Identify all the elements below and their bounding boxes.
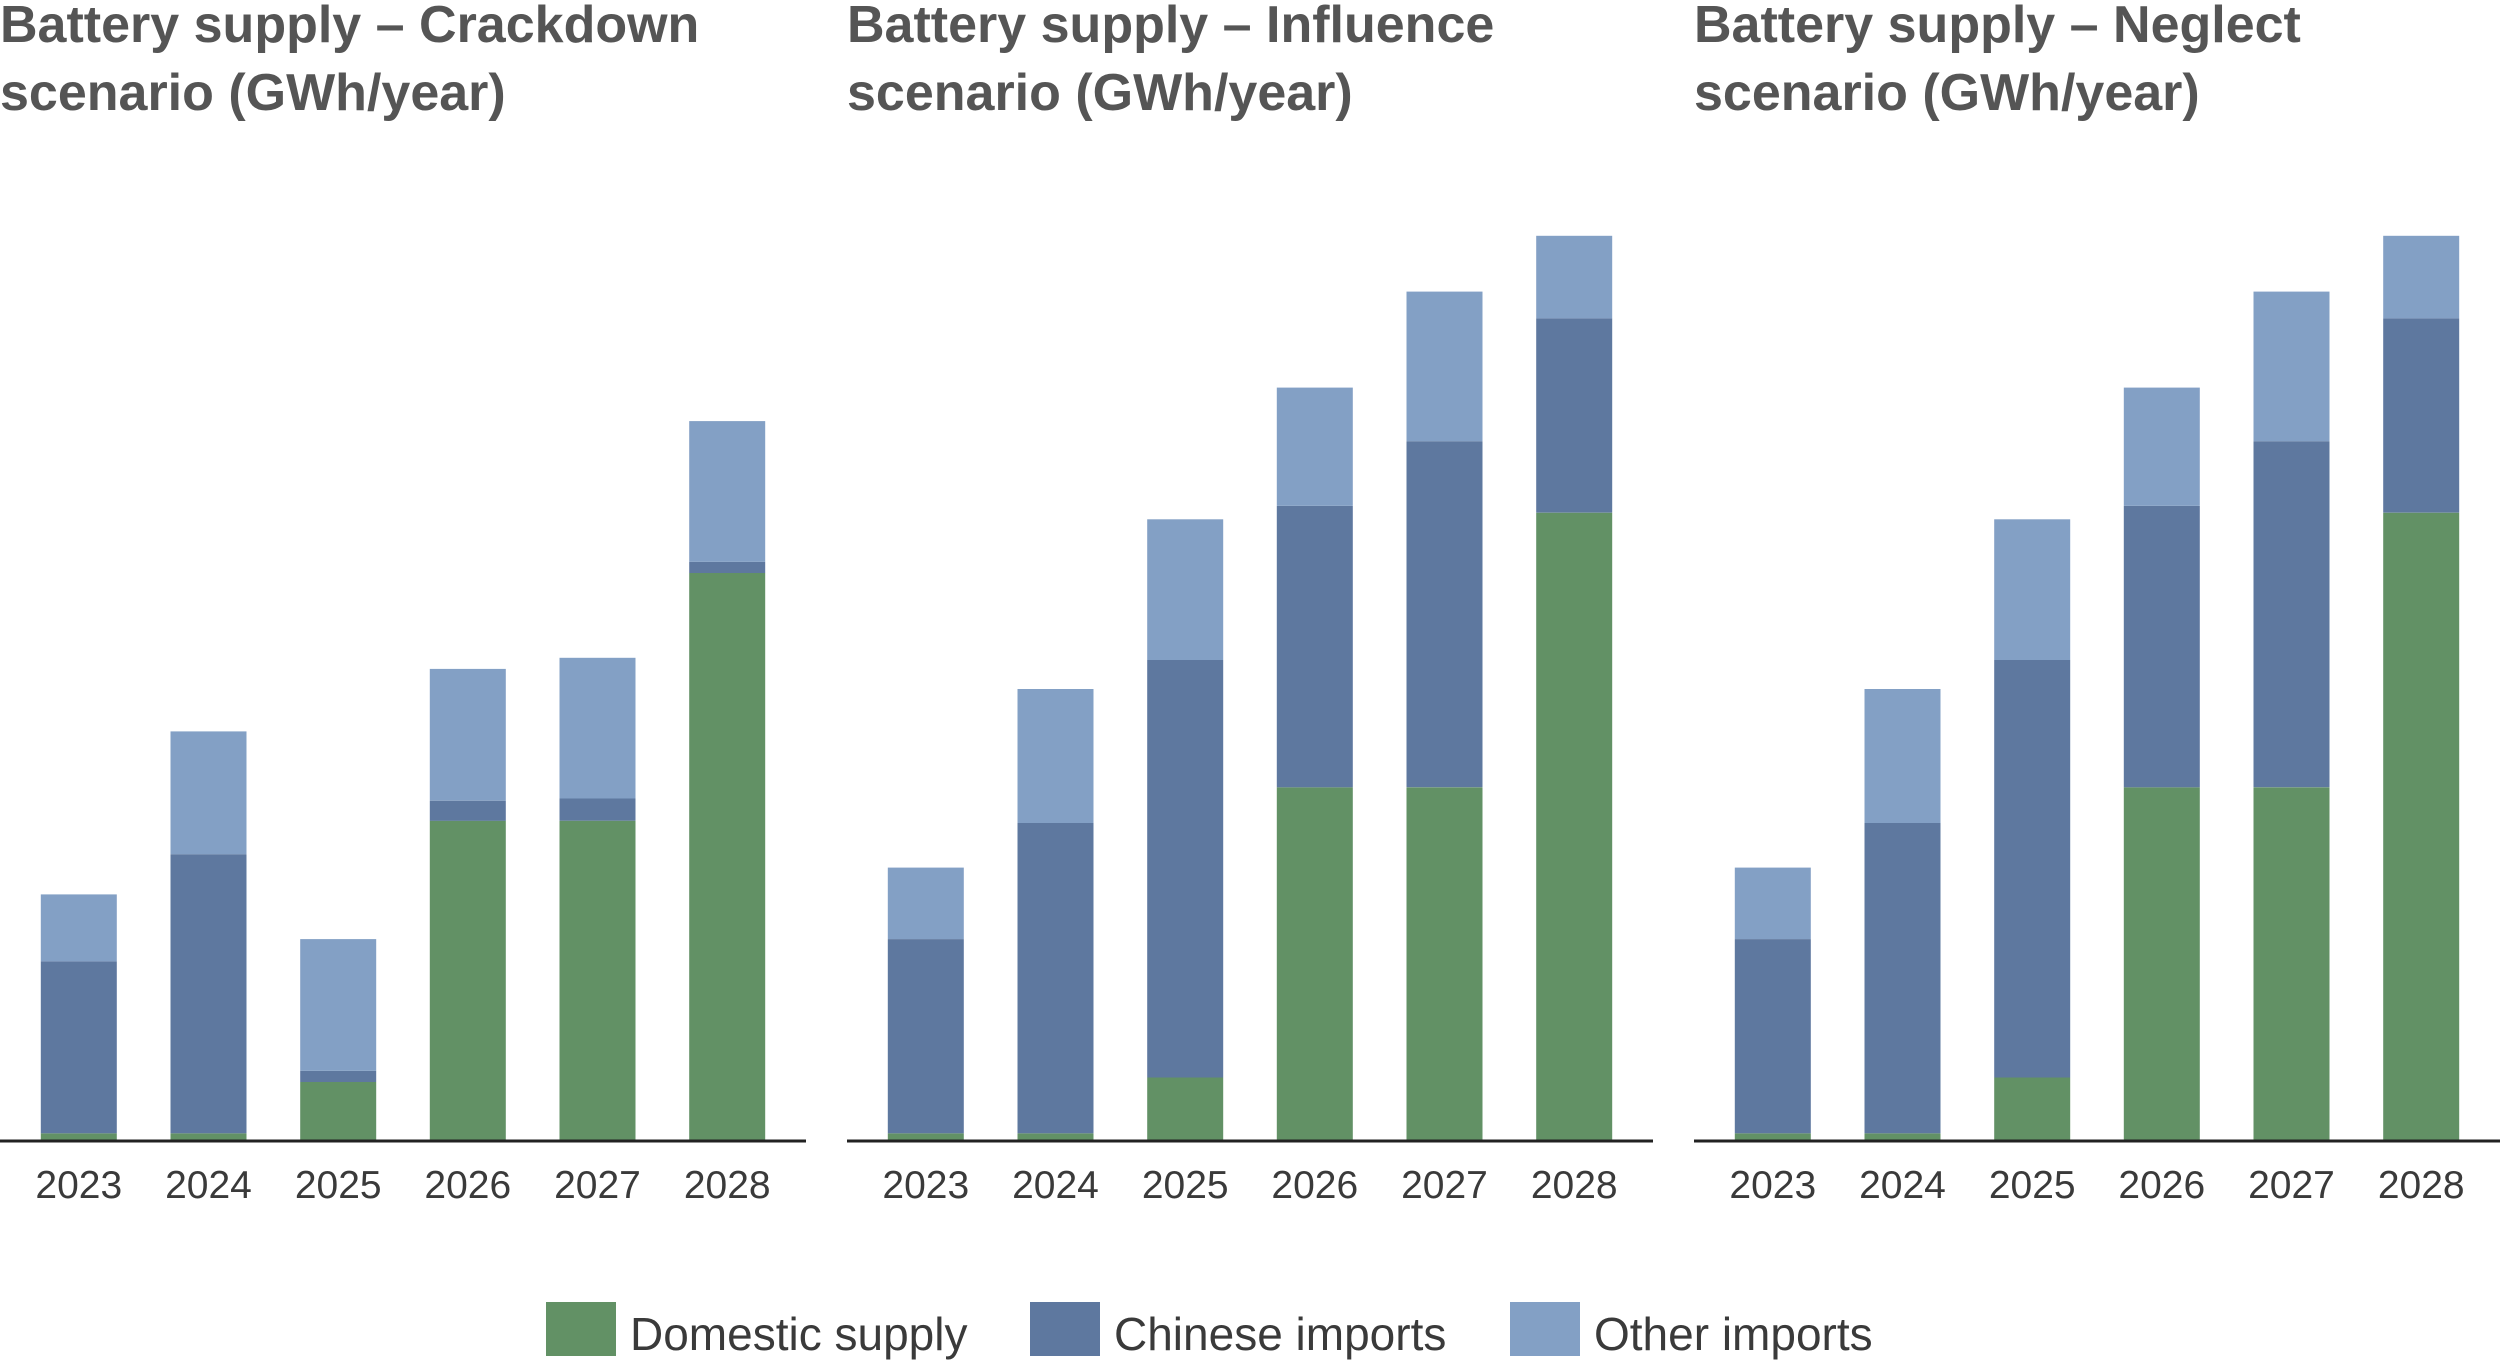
legend-swatch-chinese [1030, 1302, 1100, 1356]
x-tick-label: 2025 [1142, 1164, 1229, 1207]
bar-domestic-2028 [1536, 512, 1613, 1140]
chart-panel-1: Battery supply – Crackdown scenario (GWh/… [0, 0, 806, 1207]
x-tick-label: 2023 [35, 1164, 122, 1207]
bar-chinese-2023 [40, 961, 117, 1134]
panel-title-line: Battery supply – Crackdown [0, 0, 699, 54]
bar-other-2025 [300, 939, 377, 1071]
bar-domestic-2025 [300, 1082, 377, 1140]
bar-chinese-2026 [429, 800, 506, 821]
panel-title-line: Battery supply – Neglect [1694, 0, 2301, 54]
bar-chinese-2023 [1734, 939, 1811, 1134]
bar-domestic-2028 [2383, 512, 2460, 1140]
x-tick-label: 2026 [2118, 1164, 2205, 1207]
bar-other-2023 [40, 894, 117, 962]
chart-panels: Battery supply – Crackdown scenario (GWh/… [0, 0, 2500, 1207]
bar-other-2026 [429, 668, 506, 801]
bar-chinese-2025 [300, 1070, 377, 1082]
bar-chinese-2028 [2383, 318, 2460, 513]
bar-chinese-2026 [1276, 506, 1353, 788]
bar-chinese-2024 [170, 854, 247, 1134]
x-tick-label: 2027 [1401, 1164, 1488, 1207]
bar-other-2027 [2253, 291, 2330, 442]
chart-panel-3: Battery supply – Neglect scenario (GWh/ye… [1694, 0, 2500, 1207]
bar-other-2025 [1994, 519, 2071, 660]
bar-chinese-2027 [1406, 441, 1483, 788]
panel-title-line: scenario (GWh/year) [1694, 64, 2200, 122]
x-tick-label: 2023 [1729, 1164, 1816, 1207]
bar-domestic-2026 [1276, 787, 1353, 1140]
legend-swatch-domestic [546, 1302, 616, 1356]
x-tick-label: 2027 [2248, 1164, 2335, 1207]
legend-label: Chinese imports [1114, 1308, 1446, 1360]
bar-domestic-2025 [1147, 1077, 1224, 1140]
bar-chinese-2028 [1536, 318, 1613, 513]
legend-item-chinese: Chinese imports [1030, 1302, 1446, 1360]
x-tick-label: 2025 [295, 1164, 382, 1207]
legend-swatch-other [1510, 1302, 1580, 1356]
chart-legend: Domestic supply Chinese imports Other impo… [546, 1302, 1873, 1360]
bar-chinese-2025 [1994, 660, 2071, 1078]
x-tick-label: 2026 [424, 1164, 511, 1207]
bar-chinese-2026 [2123, 506, 2200, 788]
bar-other-2028 [689, 421, 766, 562]
bar-domestic-2027 [559, 820, 636, 1140]
bar-other-2027 [1406, 291, 1483, 442]
bar-chinese-2028 [689, 561, 766, 573]
bar-domestic-2028 [689, 572, 766, 1140]
bar-chinese-2027 [559, 798, 636, 821]
bar-other-2023 [1734, 867, 1811, 939]
bar-domestic-2025 [1994, 1077, 2071, 1140]
bar-other-2027 [559, 657, 636, 799]
legend-item-other: Other imports [1510, 1302, 1873, 1360]
bar-chinese-2024 [1017, 823, 1094, 1134]
bar-chinese-2027 [2253, 441, 2330, 788]
chart-panel-2: Battery supply – Influence scenario (GWh/… [847, 0, 1653, 1207]
bar-other-2024 [1017, 689, 1094, 823]
x-tick-label: 2025 [1989, 1164, 2076, 1207]
bar-other-2028 [2383, 235, 2460, 319]
legend-item-domestic: Domestic supply [546, 1302, 967, 1360]
legend-label: Other imports [1594, 1308, 1873, 1360]
bar-chinese-2023 [887, 939, 964, 1134]
bar-chinese-2024 [1864, 823, 1941, 1134]
bar-domestic-2026 [429, 820, 506, 1140]
bar-domestic-2023 [1734, 1133, 1811, 1140]
bar-other-2025 [1147, 519, 1224, 660]
bar-domestic-2026 [2123, 787, 2200, 1140]
panel-title-line: Battery supply – Influence [847, 0, 1494, 54]
bar-domestic-2024 [1017, 1133, 1094, 1140]
x-tick-label: 2028 [2378, 1164, 2465, 1207]
x-tick-label: 2024 [165, 1164, 252, 1207]
panel-title-line: scenario (GWh/year) [0, 64, 506, 122]
bar-domestic-2024 [1864, 1133, 1941, 1140]
x-tick-label: 2027 [554, 1164, 641, 1207]
bar-other-2024 [1864, 689, 1941, 823]
x-tick-label: 2026 [1271, 1164, 1358, 1207]
bar-other-2026 [1276, 387, 1353, 506]
x-tick-label: 2024 [1859, 1164, 1946, 1207]
bar-domestic-2027 [1406, 787, 1483, 1140]
legend-label: Domestic supply [630, 1308, 967, 1360]
x-tick-label: 2028 [1531, 1164, 1618, 1207]
bar-domestic-2023 [887, 1133, 964, 1140]
bar-other-2024 [170, 731, 247, 855]
bar-domestic-2024 [170, 1133, 247, 1140]
bar-domestic-2023 [40, 1133, 117, 1140]
bar-domestic-2027 [2253, 787, 2330, 1140]
x-tick-label: 2028 [684, 1164, 771, 1207]
bar-chinese-2025 [1147, 660, 1224, 1078]
panel-title-line: scenario (GWh/year) [847, 64, 1353, 122]
bar-other-2028 [1536, 235, 1613, 319]
x-tick-label: 2024 [1012, 1164, 1099, 1207]
bar-other-2026 [2123, 387, 2200, 506]
x-tick-label: 2023 [882, 1164, 969, 1207]
bar-other-2023 [887, 867, 964, 939]
